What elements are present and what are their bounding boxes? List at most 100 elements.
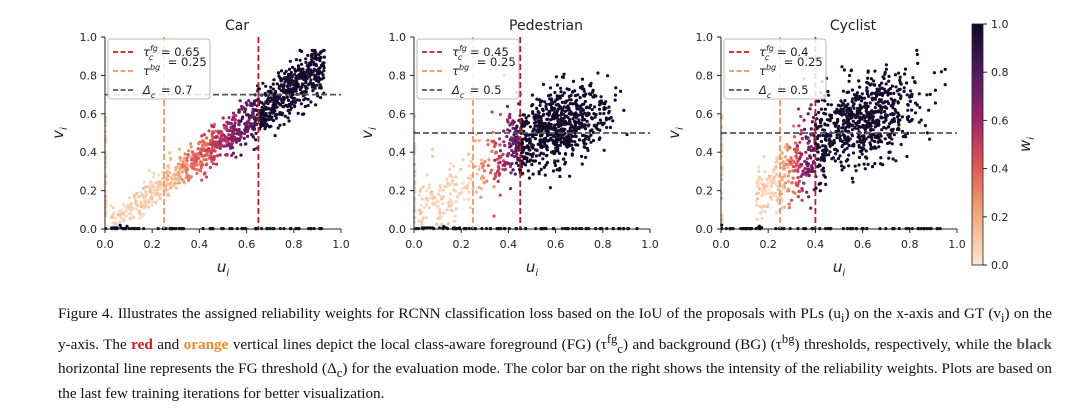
scatter-point [516,156,520,160]
scatter-point [282,122,286,126]
scatter-point [314,51,318,55]
scatter-point [783,144,788,148]
scatter-point [505,154,509,158]
scatter-point [943,83,947,87]
scatter-point [448,192,452,196]
scatter-point [526,152,530,156]
scatter-point [293,72,297,76]
scatter-point [834,152,838,156]
scatter-point [915,103,919,107]
scatter-point [515,147,519,151]
scatter-point [510,162,514,166]
scatter-point [533,137,538,141]
colorbar-tick-label: 0.0 [991,259,1009,272]
scatter-point [278,103,282,107]
scatter-point [181,164,185,168]
scatter-point [234,128,239,132]
scatter-point [556,97,560,101]
scatter-point [889,97,893,101]
scatter-point [535,97,539,101]
scatter-point [571,102,575,106]
scatter-point [225,140,229,144]
scatter-point [314,74,318,78]
scatter-point [581,112,585,116]
scatter-point [450,179,455,183]
scatter-point [299,102,303,106]
scatter-point [178,167,182,171]
scatter-point [857,143,861,148]
scatter-point [534,124,539,128]
scatter-point [913,81,917,85]
scatter-point [527,176,532,180]
scatter-point [244,142,248,146]
scatter-point [548,186,553,190]
scatter-point [760,177,764,182]
scatter-point [501,163,505,167]
scatter-point [261,81,265,85]
scatter-point [542,165,547,169]
scatter-point [278,123,282,127]
scatter-point [282,97,286,101]
caption-orange-word: orange [183,335,229,353]
scatter-point [879,98,883,102]
scatter-point [417,193,421,197]
scatter-point [300,85,304,89]
scatter-point [757,165,761,169]
scatter-point [155,199,159,203]
scatter-point [311,84,315,88]
scatter-point [281,100,285,105]
scatter-point [530,104,534,108]
scatter-point [454,175,458,179]
scatter-point [286,116,290,120]
scatter-point [860,146,864,150]
scatter-point [134,200,138,204]
scatter-point [805,157,809,161]
scatter-point [492,177,496,181]
scatter-point [592,124,596,128]
scatter-point [598,136,602,140]
scatter-point [539,119,543,123]
scatter-point [786,148,790,152]
x-tick-label: 0.6 [547,238,565,251]
y-tick-label: 0.6 [696,108,714,121]
scatter-point [490,149,494,153]
scatter-point [599,95,603,99]
scatter-point [850,88,855,92]
scatter-point [782,167,786,171]
scatter-point [919,118,923,122]
scatter-point [797,189,802,194]
scatter-point [864,155,868,159]
scatter-point [497,154,501,158]
x-tick-label: 1.0 [332,238,350,251]
scatter-point [581,139,585,143]
scatter-point [589,140,593,144]
scatter-point [866,69,870,73]
scatter-point [137,195,141,199]
scatter-point [262,102,266,106]
scatter-point [888,141,892,145]
scatter-point [539,126,543,131]
scatter-point [873,120,878,124]
scatter-point [876,109,881,113]
scatter-point [178,175,182,179]
scatter-point [601,101,605,105]
scatter-point [212,146,216,150]
scatter-point [128,207,132,211]
scatter-point [867,117,871,122]
scatter-point [149,183,153,187]
scatter-point [438,211,442,215]
scatter-point [417,219,421,223]
scatter-point [289,87,293,91]
scatter-point [760,189,764,193]
scatter-point [577,118,581,122]
scatter-point [209,151,213,155]
scatter-point [580,77,585,81]
scatter-point [571,125,575,129]
scatter-point [884,63,889,67]
scatter-point [866,135,871,139]
scatter-point [243,107,248,111]
scatter-point [853,121,858,125]
scatter-point [200,163,204,167]
scatter-point [567,140,571,145]
scatter-point [755,180,759,184]
